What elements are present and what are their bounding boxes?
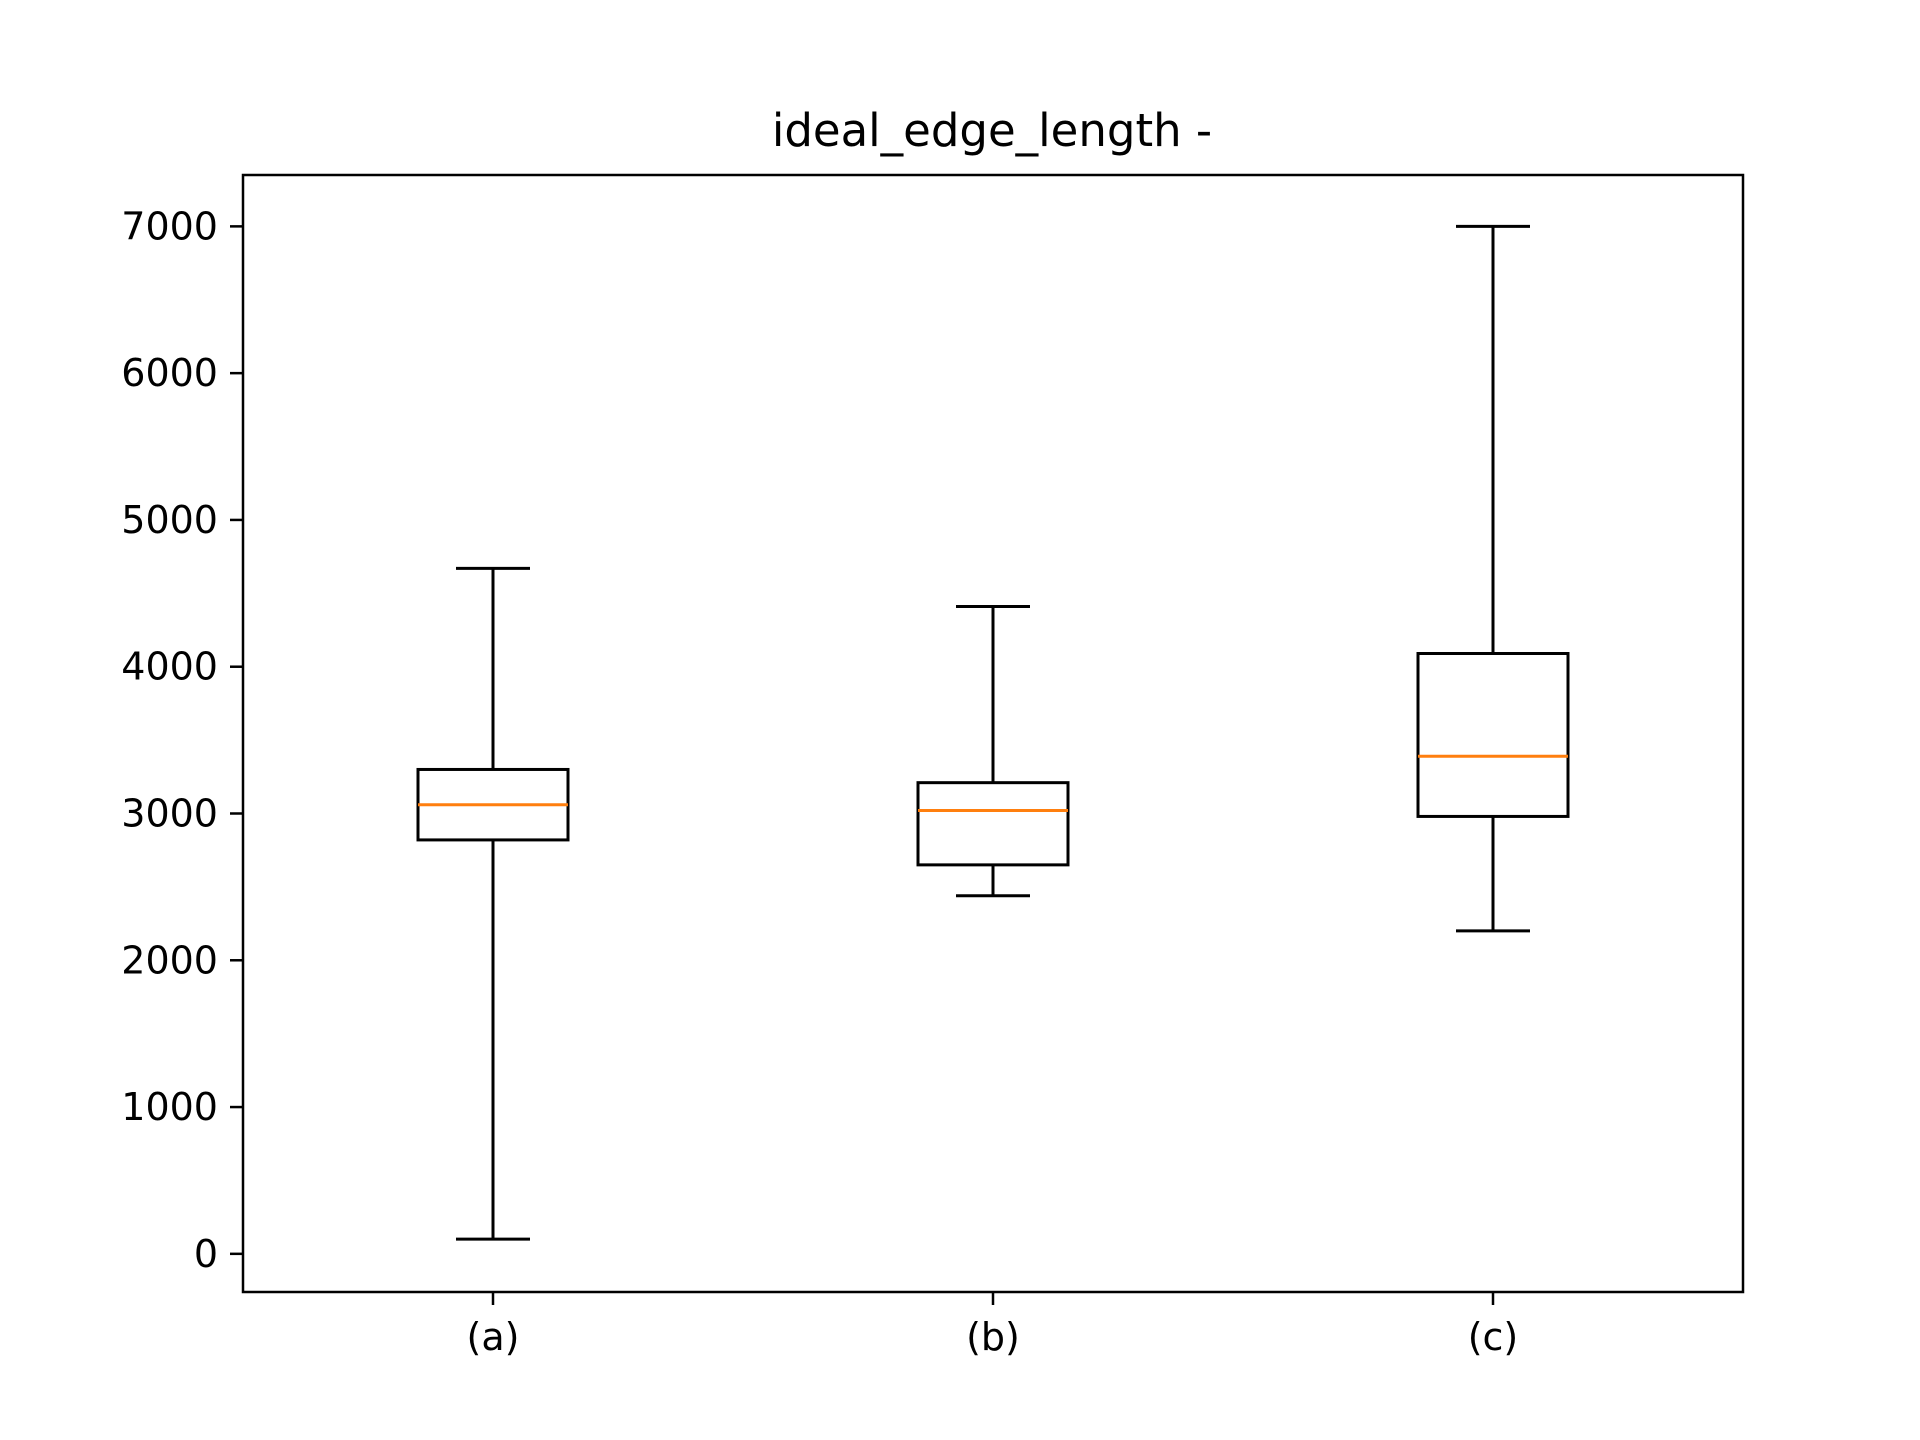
x-tick-label: (a) [467,1315,520,1359]
y-tick-label: 6000 [121,351,218,395]
x-tick-label: (b) [966,1315,1020,1359]
y-tick-label: 3000 [121,791,218,835]
y-tick-label: 2000 [121,938,218,982]
plot-area: 0 1000 2000 3000 4000 5000 6000 7000 (a) (b) (c) [121,173,1745,1359]
y-tick-label: 7000 [121,204,218,248]
y-tick-label: 5000 [121,498,218,542]
box-iqr [1416,652,1570,818]
x-tick-label: (c) [1468,1315,1519,1359]
y-tick-label: 0 [194,1232,218,1276]
y-tick-label: 1000 [121,1085,218,1129]
box-iqr [916,781,1070,867]
chart-title: ideal_edge_length - [772,104,1212,157]
y-tick-label: 4000 [121,645,218,689]
